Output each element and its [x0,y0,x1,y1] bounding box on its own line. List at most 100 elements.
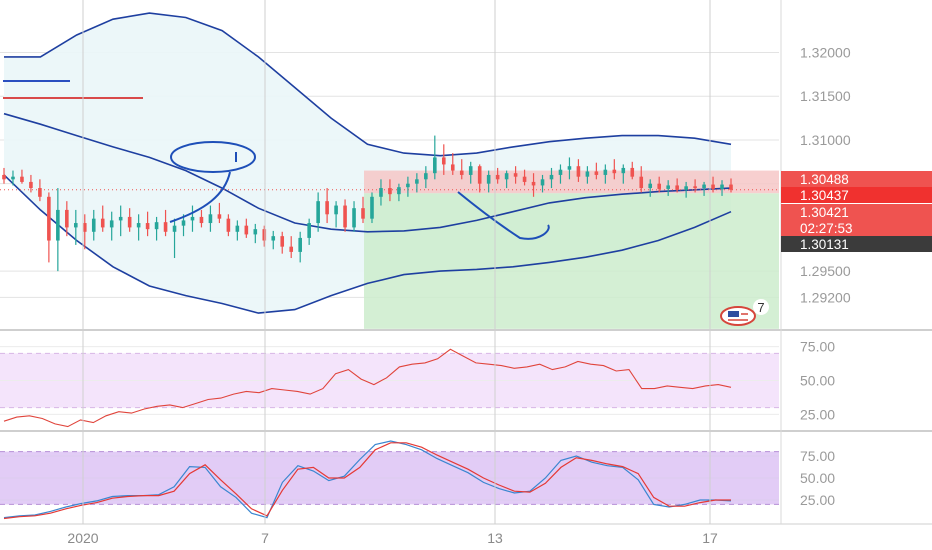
candle-body [729,184,733,190]
candle-body [289,246,294,252]
price-tick-label: 1.32000 [800,44,851,60]
candle-body [47,196,51,241]
price-tag-bg [781,171,932,187]
candle-body [468,166,473,175]
candle-body [262,229,267,241]
stoch-tick-label: 25.00 [800,492,835,508]
candle-body [316,201,320,224]
candle-body [397,187,401,195]
candle-body [217,214,222,219]
candle-body [513,173,518,177]
stochastic-pane[interactable]: 75.00 50.00 25.00 [0,440,835,520]
take-profit-zone [364,193,779,329]
candle-body [38,188,42,197]
candle-body [504,173,509,180]
band-upper-line [4,12,732,157]
band-lower-line [3,174,732,314]
price-tag-label: 1.30488 [800,172,849,187]
badge-count-bg [753,299,769,315]
candle-body [459,170,464,175]
indicator-badge[interactable]: 7 [720,299,769,326]
flag-icon-field [728,311,739,317]
candle-body [388,188,392,195]
drawn-curve[interactable] [169,171,231,223]
candle-body [208,214,213,224]
candle-body [585,171,590,177]
candle-body [486,174,491,184]
candle-body [522,176,527,182]
rsi-tick-label: 50.00 [800,373,835,389]
price-tick-label: 1.29500 [800,263,851,279]
rsi-tick-label: 25.00 [800,406,835,422]
candle-body [307,223,311,238]
candle-body [29,181,33,189]
candle-body [441,157,446,165]
rsi-pane[interactable]: 75.00 50.00 25.00 [0,339,835,428]
candle-body [594,171,599,175]
candle-body [415,179,419,184]
price-tick-label: 1.29200 [800,289,851,305]
candle-body [82,223,87,232]
time-tick-label: 2020 [67,530,98,546]
candle-body [109,220,114,228]
price-tag-bg [781,220,932,236]
candle-body [450,164,455,171]
candle-body [127,216,132,228]
price-tag-label: 1.30131 [800,237,849,252]
candle-body [154,222,159,230]
candle-body [621,167,626,174]
time-tick-label: 7 [261,530,269,546]
candle-body [181,220,186,226]
candle-body [720,184,724,189]
candle-body [433,157,437,174]
band-basis-line [3,112,732,233]
candle-body [271,236,276,241]
candle-body [603,169,608,175]
candle-body [531,181,536,186]
candle-body [424,173,428,180]
candle-body [406,183,410,188]
candle-body [684,186,688,190]
candle-body [477,166,482,184]
candle-body [199,216,204,224]
drawn-arrow[interactable] [457,191,550,240]
candle-body [639,176,644,189]
candle-body [702,184,706,189]
candle-body [334,205,338,215]
candle-body [361,208,365,219]
candle-body [325,201,329,215]
time-axis[interactable]: 2020 7 13 17 [67,530,718,546]
rsi-tick-label: 75.00 [800,339,835,355]
stoch-tick-label: 50.00 [800,470,835,486]
candle-body [352,208,356,228]
candle-body [20,176,24,182]
candle-body [666,185,670,189]
candle-body [567,166,572,170]
drawn-circle[interactable] [170,141,256,173]
candle-body [74,223,78,228]
candle-body [343,205,347,228]
candle-body [190,216,195,221]
candle-body [657,183,661,189]
time-tick-label: 13 [487,530,503,546]
candle-body [65,209,69,228]
candle-body [675,185,679,190]
candle-body [163,222,168,232]
price-tag-bg [781,236,932,252]
candle-body [226,218,231,232]
candle-body [100,218,105,228]
band-lines [0,12,779,314]
candle-body [558,169,563,175]
price-tag-label: 02:27:53 [800,221,853,236]
stop-loss-zone [364,170,779,194]
stoch-d-line [3,442,731,520]
user-drawings[interactable] [3,80,550,240]
candle-body [235,225,240,232]
price-tag-bg [781,204,932,220]
stoch-k-line [3,440,732,519]
candle-body [540,179,545,186]
stoch-tick-label: 75.00 [800,448,835,464]
candle-body [648,183,653,189]
